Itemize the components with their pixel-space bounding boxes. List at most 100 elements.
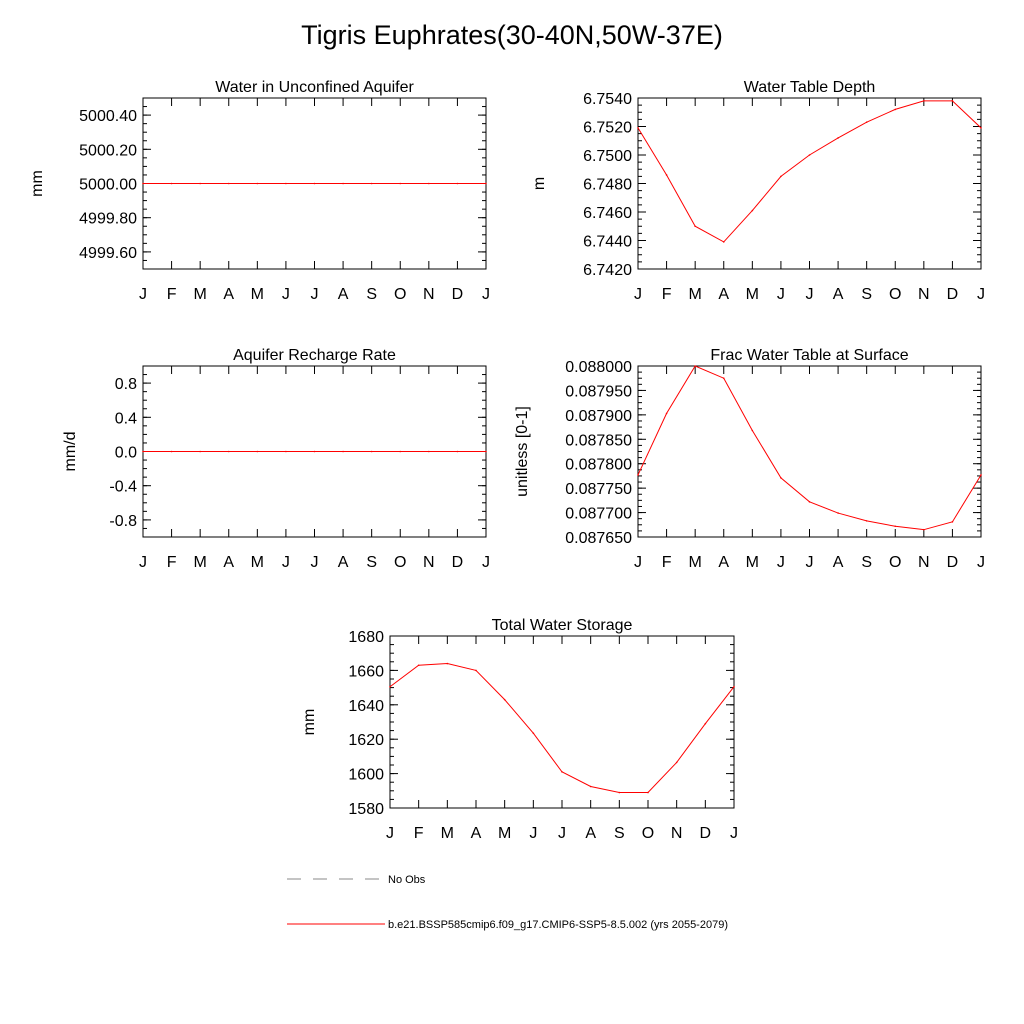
series-line (637, 365, 982, 531)
data-point (694, 365, 696, 367)
x-tick-label: M (441, 825, 454, 842)
x-tick-label: F (662, 286, 672, 303)
data-point (837, 137, 839, 139)
data-point (475, 669, 477, 672)
x-tick-label: S (861, 286, 872, 303)
data-point (456, 450, 459, 453)
chart-panel-3: Aquifer Recharge Rate mm/d -0.8 -0.4 0.0 0.4 0… (62, 347, 490, 571)
data-point (808, 154, 811, 156)
y-tick-label: 4999.60 (79, 245, 137, 262)
data-point (923, 100, 925, 102)
data-point (256, 450, 259, 453)
data-point (894, 525, 897, 528)
data-point (256, 182, 259, 185)
chart-title: Total Water Storage (492, 617, 633, 634)
data-point (389, 685, 391, 688)
data-point (370, 450, 373, 453)
page-title: Tigris Euphrates(30-40N,50W-37E) (301, 20, 723, 50)
data-point (428, 182, 430, 185)
data-point (561, 771, 563, 773)
x-tick-label: J (311, 554, 319, 571)
data-point (894, 108, 897, 111)
chart-title: Water Table Depth (744, 79, 876, 96)
y-tick-label: 0.087700 (565, 506, 632, 523)
data-point (170, 450, 173, 453)
x-tick-label: O (889, 286, 901, 303)
data-point (399, 182, 402, 185)
data-point (704, 722, 707, 725)
data-point (647, 791, 649, 794)
legend-label-no-obs: No Obs (388, 874, 426, 886)
x-tick-label: J (558, 825, 566, 842)
data-point (313, 450, 316, 453)
x-tick-label: J (282, 554, 290, 571)
x-tick-label: A (833, 554, 844, 571)
y-tick-label: 1620 (348, 732, 384, 749)
x-tick-label: S (366, 286, 377, 303)
chart-title: Water in Unconfined Aquifer (215, 79, 414, 96)
data-point (370, 182, 373, 185)
x-tick-label: J (529, 825, 537, 842)
x-tick-label: J (139, 286, 147, 303)
y-axis-label: mm (29, 170, 46, 197)
data-point (751, 429, 754, 432)
x-tick-label: A (223, 554, 234, 571)
data-point (589, 785, 592, 788)
x-tick-label: A (471, 825, 482, 842)
series-line (389, 663, 735, 794)
x-tick-label: D (452, 286, 464, 303)
data-point (637, 474, 639, 476)
legend: No Obs b.e21.BSSP585cmip6.f09_g17.CMIP6-S… (287, 874, 728, 931)
chart-panel-4: Frac Water Table at Surface unitless [0-1… (514, 347, 985, 571)
y-tick-label: 0.087650 (565, 530, 632, 547)
data-point (199, 450, 201, 453)
data-point (142, 450, 144, 453)
x-tick-label: M (194, 286, 207, 303)
y-tick-label: 1680 (348, 629, 384, 646)
data-point (170, 182, 173, 185)
chart-panel-1: Water in Unconfined Aquifer mm 4999.60 4999… (29, 79, 490, 303)
x-tick-label: M (194, 554, 207, 571)
x-tick-label: M (498, 825, 511, 842)
data-point (428, 450, 430, 453)
data-point (923, 528, 925, 531)
y-tick-label: 6.7540 (583, 91, 632, 108)
x-tick-label: J (139, 554, 147, 571)
x-tick-label: J (482, 286, 490, 303)
chart-panel-5: Total Water Storage mm 1580 1600 1620 1640 166… (301, 617, 738, 842)
data-point (313, 182, 316, 185)
y-tick-label: 5000.00 (79, 177, 137, 194)
plot-frame (389, 635, 735, 809)
legend-label-model: b.e21.BSSP585cmip6.f09_g17.CMIP6-SSP5-8.… (388, 919, 728, 931)
y-tick-label: 5000.40 (79, 108, 137, 125)
y-tick-label: 6.7420 (583, 262, 632, 279)
x-tick-label: J (977, 286, 985, 303)
x-tick-label: F (167, 286, 177, 303)
x-tick-label: J (806, 286, 814, 303)
data-point (780, 175, 782, 178)
y-tick-label: 0.087900 (565, 408, 632, 425)
data-point (980, 127, 982, 129)
x-tick-label: J (777, 286, 785, 303)
y-axis-label: mm (301, 709, 318, 736)
y-tick-label: 0.087800 (565, 457, 632, 474)
x-tick-label: O (394, 554, 406, 571)
y-tick-label: 0.087850 (565, 432, 632, 449)
y-tick-label: 6.7460 (583, 205, 632, 222)
data-point (665, 412, 668, 415)
chart-title: Aquifer Recharge Rate (233, 347, 396, 364)
x-tick-label: J (311, 286, 319, 303)
plot-frame (637, 365, 982, 538)
data-point (417, 664, 420, 667)
y-tick-label: 1640 (348, 698, 384, 715)
y-tick-label: 0.8 (115, 376, 137, 393)
x-tick-label: D (700, 825, 712, 842)
data-point (722, 377, 725, 380)
y-tick-label: -0.8 (109, 513, 137, 530)
data-point (865, 121, 868, 124)
x-tick-label: F (167, 554, 177, 571)
data-point (837, 512, 839, 514)
y-tick-label: 6.7440 (583, 234, 632, 251)
x-tick-label: J (730, 825, 738, 842)
data-point (485, 450, 487, 453)
